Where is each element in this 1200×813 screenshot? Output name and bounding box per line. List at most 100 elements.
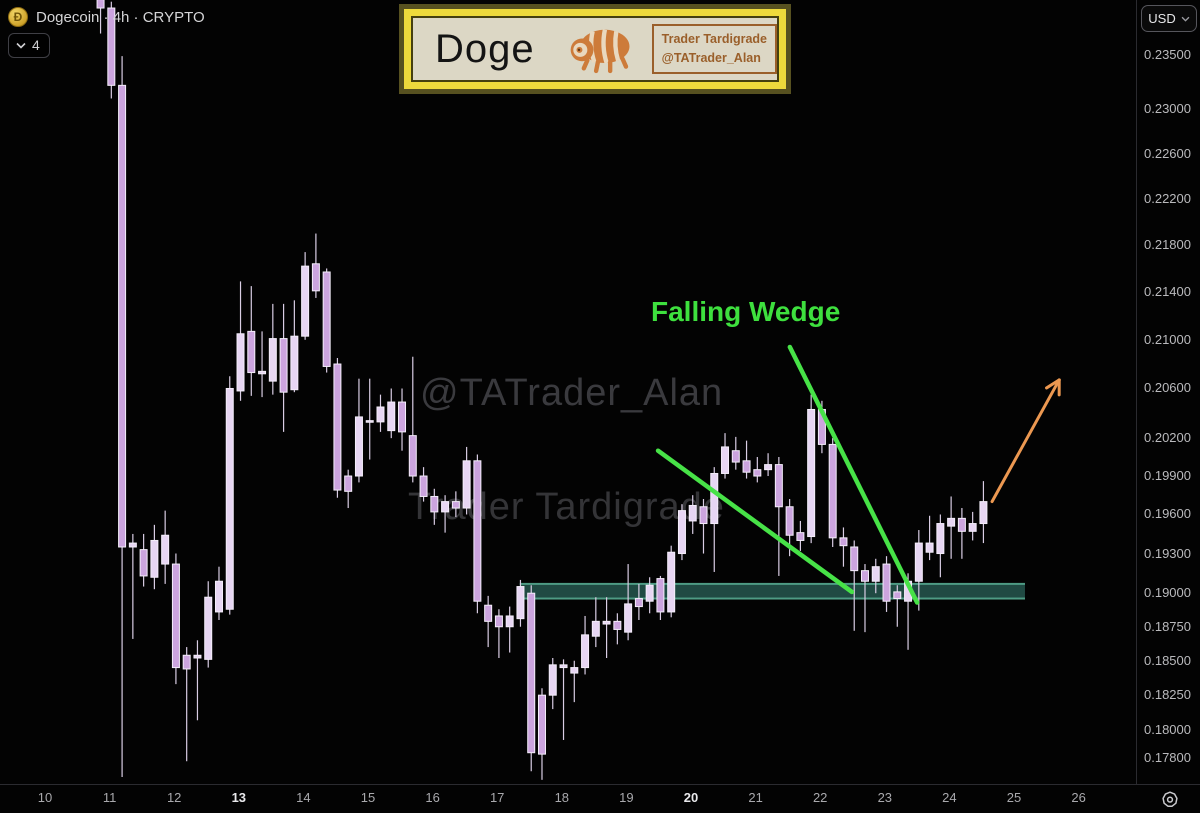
- candle-up: [968, 523, 977, 532]
- candle-down: [742, 460, 751, 473]
- candle-up: [193, 654, 202, 659]
- candle-down: [882, 563, 891, 602]
- candle-up: [516, 586, 525, 620]
- candle-up: [688, 504, 697, 522]
- price-axis-label: 0.17800: [1144, 750, 1191, 766]
- chevron-down-icon: [16, 42, 26, 49]
- candle-down: [419, 475, 428, 497]
- candle-down: [279, 338, 288, 393]
- candle-up: [268, 338, 277, 382]
- candle-down: [699, 506, 708, 525]
- time-axis-label: 12: [166, 790, 182, 805]
- chart-canvas[interactable]: [0, 0, 1136, 784]
- candle-up: [128, 542, 137, 548]
- time-axis-separator: [0, 784, 1200, 785]
- price-axis-label: 0.19600: [1144, 506, 1191, 522]
- candle-down: [850, 546, 859, 572]
- candle-down: [408, 435, 417, 477]
- candle-up: [871, 566, 880, 582]
- candle-up: [979, 501, 988, 525]
- candle-up: [365, 420, 374, 423]
- time-axis-label: 18: [554, 790, 570, 805]
- price-axis-label: 0.18500: [1144, 652, 1191, 668]
- breakout-arrowhead: [1045, 378, 1061, 390]
- watermark-handle: @TATrader_Alan: [420, 372, 724, 414]
- time-axis-label: 13: [231, 790, 247, 805]
- wedge-trendline: [655, 448, 855, 595]
- candle-down: [182, 654, 191, 670]
- breakout-arrow: [990, 378, 1061, 504]
- candle-up: [548, 664, 557, 696]
- support-zone: [519, 583, 1025, 599]
- candle-up: [387, 401, 396, 432]
- candle-up: [204, 596, 213, 660]
- symbol-legend[interactable]: Ð Dogecoin · 4h · CRYPTO: [8, 7, 205, 27]
- candle-down: [893, 591, 902, 600]
- price-axis-label: 0.23500: [1144, 47, 1191, 62]
- candle-down: [107, 7, 116, 86]
- candle-up: [161, 534, 170, 565]
- candle-down: [731, 450, 740, 463]
- tardigrade-icon: [570, 29, 630, 74]
- time-axis-label: 22: [812, 790, 828, 805]
- interval-chip[interactable]: 4: [8, 33, 50, 58]
- candle-down: [860, 570, 869, 582]
- candle-up: [624, 603, 633, 633]
- gear-icon: [1162, 791, 1178, 807]
- price-axis[interactable]: 0.23500 0.23000 0.22600 0.22200 0.21800 0.214…: [1136, 0, 1200, 784]
- candle-up: [710, 472, 719, 525]
- candle-down: [430, 495, 439, 513]
- currency-selector[interactable]: USD: [1141, 5, 1197, 32]
- candle-down: [171, 563, 180, 669]
- time-axis[interactable]: 10 11 12 13 14 15 16 17 18 19 20 21 22 23 24 25 26: [0, 784, 1136, 813]
- price-axis-label: 0.18750: [1144, 618, 1191, 634]
- candle-up: [764, 464, 773, 471]
- candle-down: [494, 615, 503, 628]
- candle-down: [451, 501, 460, 509]
- candle-up: [290, 335, 299, 391]
- price-axis-label: 0.20200: [1144, 430, 1191, 446]
- candle-down: [139, 549, 148, 577]
- price-axis-label: 0.22600: [1144, 145, 1191, 161]
- time-axis-label: 21: [748, 790, 763, 805]
- candle-down: [796, 532, 805, 541]
- candle-down: [322, 271, 331, 367]
- time-axis-label: 23: [877, 790, 893, 805]
- candle-up: [462, 460, 471, 509]
- candle-up: [602, 620, 611, 625]
- candle-up: [581, 634, 590, 669]
- axis-settings-button[interactable]: [1157, 789, 1183, 811]
- candle-up: [301, 265, 310, 337]
- candle-up: [914, 542, 923, 582]
- price-axis-label: 0.21400: [1144, 284, 1191, 300]
- candle-up: [214, 580, 223, 613]
- price-axis-label: 0.19000: [1144, 585, 1191, 601]
- dogecoin-logo-icon: Ð: [8, 7, 28, 27]
- falling-wedge-label: Falling Wedge: [651, 296, 841, 327]
- time-axis-label: 16: [425, 790, 440, 805]
- candle-down: [398, 401, 407, 433]
- candle-down: [527, 592, 536, 754]
- candle-down: [96, 0, 105, 9]
- title-plaque: Doge Trader Tardigrade @TATrader_Alan: [399, 4, 791, 94]
- candle-up: [925, 542, 934, 553]
- candle-up: [354, 416, 363, 477]
- candle-down: [774, 464, 783, 508]
- candle-down: [344, 475, 353, 492]
- price-axis-label: 0.21800: [1144, 237, 1191, 253]
- candle-up: [677, 510, 686, 555]
- candle-up: [936, 523, 945, 555]
- price-axis-label: 0.23000: [1144, 101, 1191, 117]
- candle-down: [484, 604, 493, 622]
- plaque-brand-handle: @TATrader_Alan: [661, 51, 761, 65]
- time-axis-label: 24: [942, 790, 957, 805]
- candle-down: [473, 460, 482, 602]
- time-axis-label: 17: [489, 790, 505, 805]
- candle-down: [311, 263, 320, 292]
- candle-down: [656, 578, 665, 613]
- candle-up: [947, 517, 956, 527]
- candle-down: [753, 469, 762, 477]
- plaque-brand-name: Trader Tardigrade: [661, 31, 767, 46]
- chevron-down-icon: [1181, 16, 1190, 22]
- candle-down: [333, 363, 342, 491]
